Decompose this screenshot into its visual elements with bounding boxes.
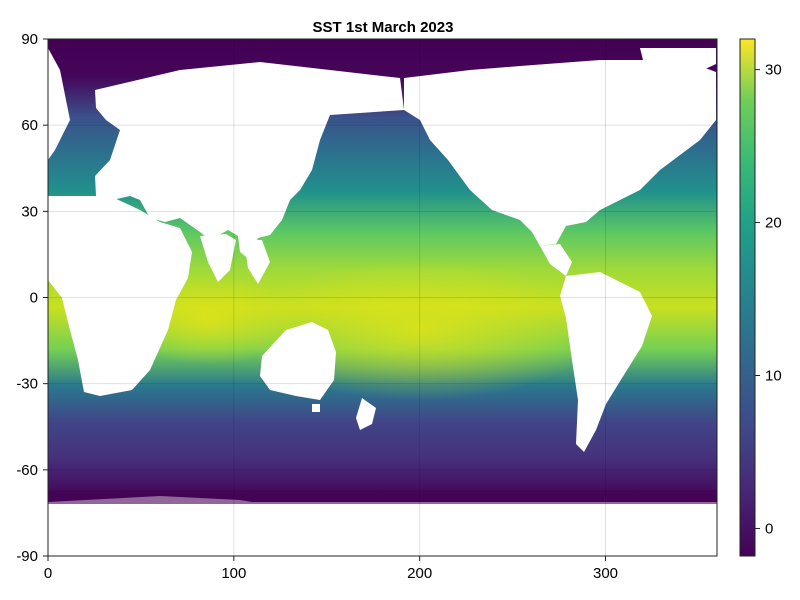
y-tick-label: 60	[21, 117, 38, 134]
y-tick-label: -30	[16, 376, 38, 393]
antarctic-cold-band	[48, 490, 717, 504]
x-tick-label: 200	[407, 565, 432, 582]
x-tick-label: 100	[221, 565, 246, 582]
colorbar-ticks: 0 10 20 30	[755, 62, 782, 538]
y-tick-label: -90	[16, 548, 38, 565]
chart-title: SST 1st March 2023	[313, 19, 454, 36]
colorbar-tick-label: 20	[765, 215, 782, 232]
y-tick-label: 30	[21, 203, 38, 220]
x-tick-label: 300	[593, 565, 618, 582]
y-tick-labels: 90 60 30 0 -30 -60 -90	[16, 31, 48, 565]
colorbar	[740, 39, 755, 556]
colorbar-tick-label: 0	[765, 520, 773, 537]
y-tick-label: 90	[21, 31, 38, 48]
land-mask	[312, 404, 320, 412]
y-tick-label: -60	[16, 462, 38, 479]
colorbar-tick-label: 30	[765, 62, 782, 79]
colorbar-tick-label: 10	[765, 368, 782, 385]
y-tick-label: 0	[30, 290, 38, 307]
x-tick-label: 0	[44, 565, 52, 582]
x-tick-labels: 0 100 200 300	[44, 556, 618, 582]
